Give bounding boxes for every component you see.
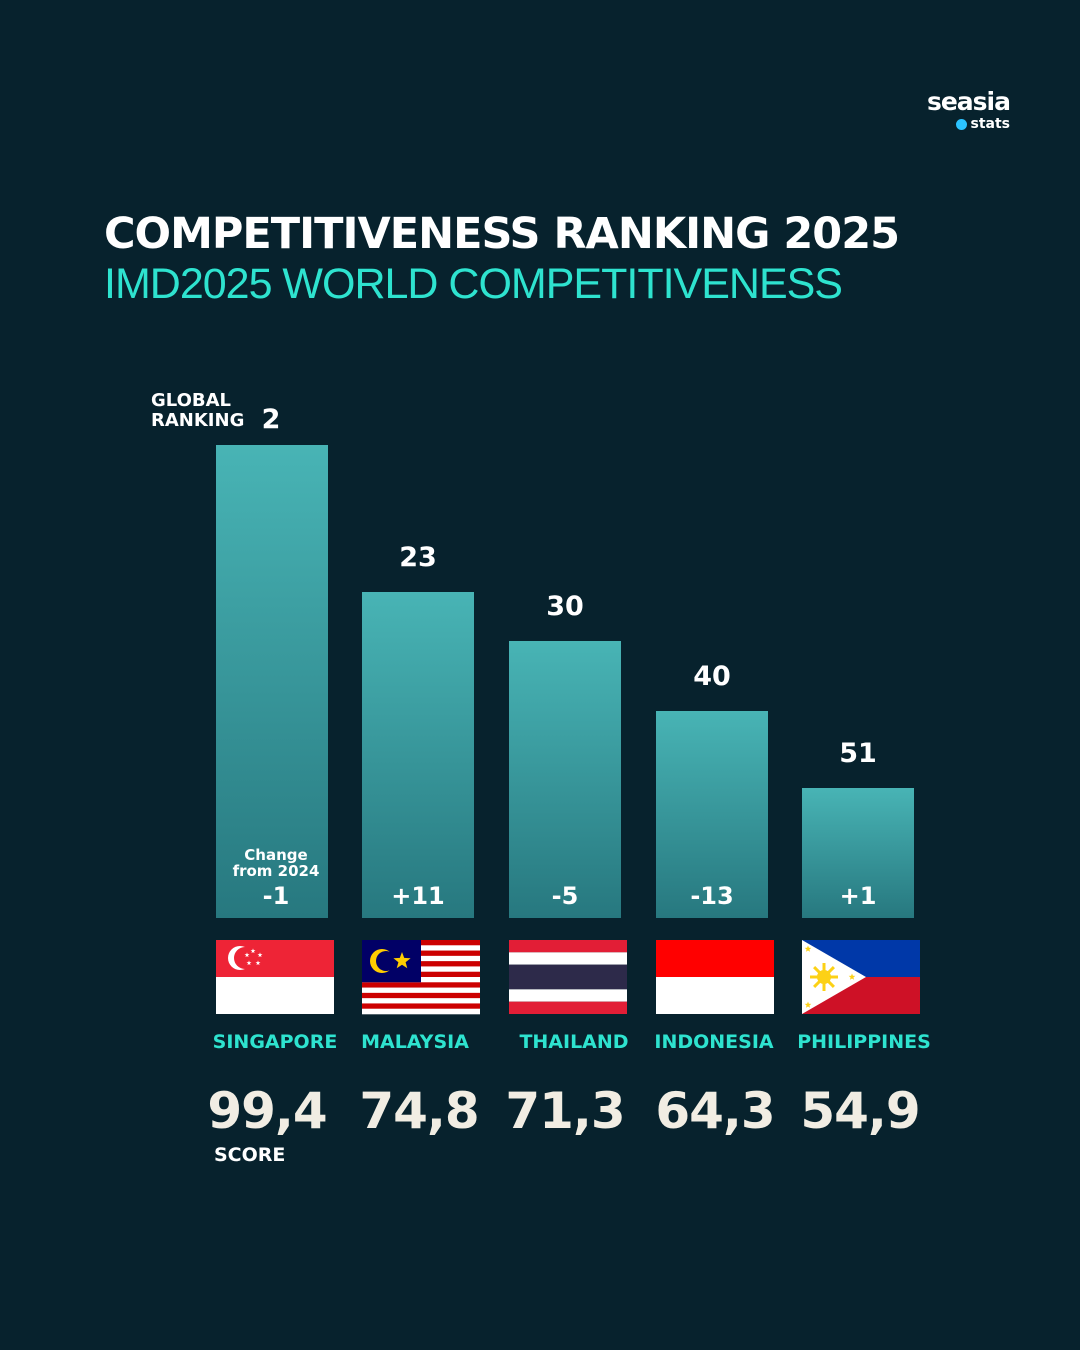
score-value-philippines: 54,9 [800, 1082, 920, 1140]
bar-thailand [509, 641, 621, 918]
indonesia-flag [656, 940, 774, 1014]
country-label-malaysia: MALAYSIA [361, 1031, 469, 1053]
philippines-flag [802, 940, 920, 1014]
rank-label-malaysia: 23 [399, 542, 437, 573]
global-ranking-caption: GLOBAL RANKING [151, 391, 244, 431]
change-caption-line1: Change [244, 846, 307, 864]
rank-label-singapore: 2 [262, 404, 281, 435]
score-value-thailand: 71,3 [505, 1082, 625, 1140]
brand-logo: seasia stats [926, 87, 1011, 133]
brand-dot-icon [955, 118, 967, 130]
global-ranking-caption-line2: RANKING [151, 410, 245, 431]
score-value-malaysia: 74,8 [359, 1082, 479, 1140]
brand-sub: stats [927, 116, 1010, 132]
change-label-singapore: -1 [263, 882, 290, 910]
global-ranking-caption-line1: GLOBAL [151, 390, 232, 411]
change-label-thailand: -5 [552, 882, 579, 910]
bar-philippines [802, 788, 914, 918]
rank-label-thailand: 30 [546, 591, 584, 622]
chart-subtitle: IMD2025 WORLD COMPETITIVENESS [104, 260, 843, 308]
chart-title: COMPETITIVENESS RANKING 2025 [104, 209, 900, 259]
country-label-indonesia: INDONESIA [654, 1031, 774, 1053]
change-label-indonesia: -13 [690, 882, 733, 910]
singapore-flag [216, 940, 334, 1014]
flags-group [216, 940, 920, 1015]
brand-sub-label: stats [970, 116, 1011, 132]
change-label-malaysia: +11 [391, 882, 445, 910]
bar-singapore [216, 445, 328, 918]
score-value-indonesia: 64,3 [655, 1082, 775, 1140]
score-value-singapore: 99,4 [207, 1082, 327, 1140]
change-label-philippines: +1 [840, 882, 877, 910]
rank-label-indonesia: 40 [693, 661, 731, 692]
bar-malaysia [362, 592, 474, 918]
change-caption-line2: from 2024 [233, 862, 320, 880]
brand-name: seasia [926, 87, 1011, 116]
country-label-singapore: SINGAPORE [212, 1031, 338, 1053]
rank-label-philippines: 51 [839, 738, 877, 769]
thailand-flag [509, 940, 627, 1014]
country-label-philippines: PHILIPPINES [797, 1031, 931, 1053]
bar-indonesia [656, 711, 768, 918]
country-label-thailand: THAILAND [519, 1031, 629, 1053]
malaysia-flag [362, 940, 480, 1015]
score-caption: SCORE [214, 1144, 286, 1166]
